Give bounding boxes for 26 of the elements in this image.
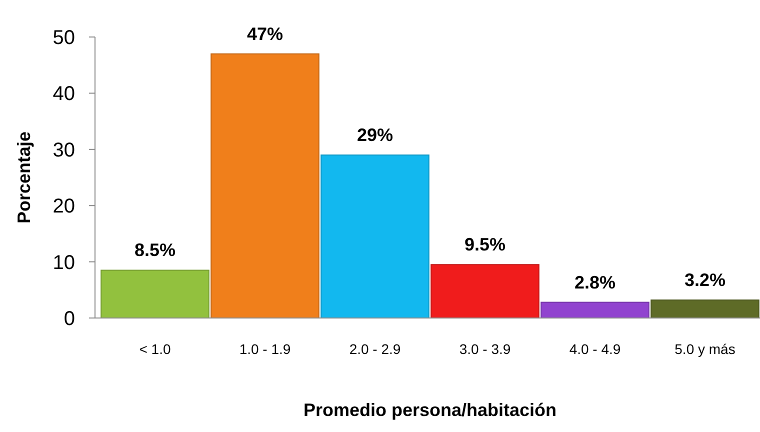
y-tick-label: 30 (52, 139, 75, 162)
data-label: 8.5% (134, 240, 176, 260)
y-tick-label: 40 (52, 83, 75, 106)
data-label: 29% (356, 125, 394, 146)
bar (540, 302, 650, 318)
data-label: 3.2% (684, 270, 726, 290)
y-tick-label: 10 (52, 252, 75, 274)
bar (650, 300, 760, 318)
y-tick-label: 50 (52, 27, 75, 49)
x-tick-label: 4.0 - 4.9 (569, 341, 621, 357)
bar (100, 270, 210, 318)
bar (430, 264, 540, 318)
x-tick-label: 1.0 - 1.9 (239, 341, 291, 357)
bar (210, 53, 320, 318)
data-label: 9.5% (464, 234, 506, 255)
y-tick-label: 20 (52, 196, 75, 218)
data-label: 2.8% (574, 272, 616, 292)
x-tick-label: < 1.0 (139, 341, 171, 357)
y-axis-title: Porcentaje (14, 131, 34, 224)
y-tick-label: 0 (64, 308, 75, 330)
x-tick-label: 2.0 - 2.9 (349, 341, 401, 357)
bar (320, 154, 430, 318)
data-label: 47% (246, 24, 284, 44)
x-tick-label: 5.0 y más (674, 341, 736, 357)
x-tick-label: 3.0 - 3.9 (459, 341, 511, 357)
x-axis-title: Promedio persona/habitación (303, 400, 557, 420)
